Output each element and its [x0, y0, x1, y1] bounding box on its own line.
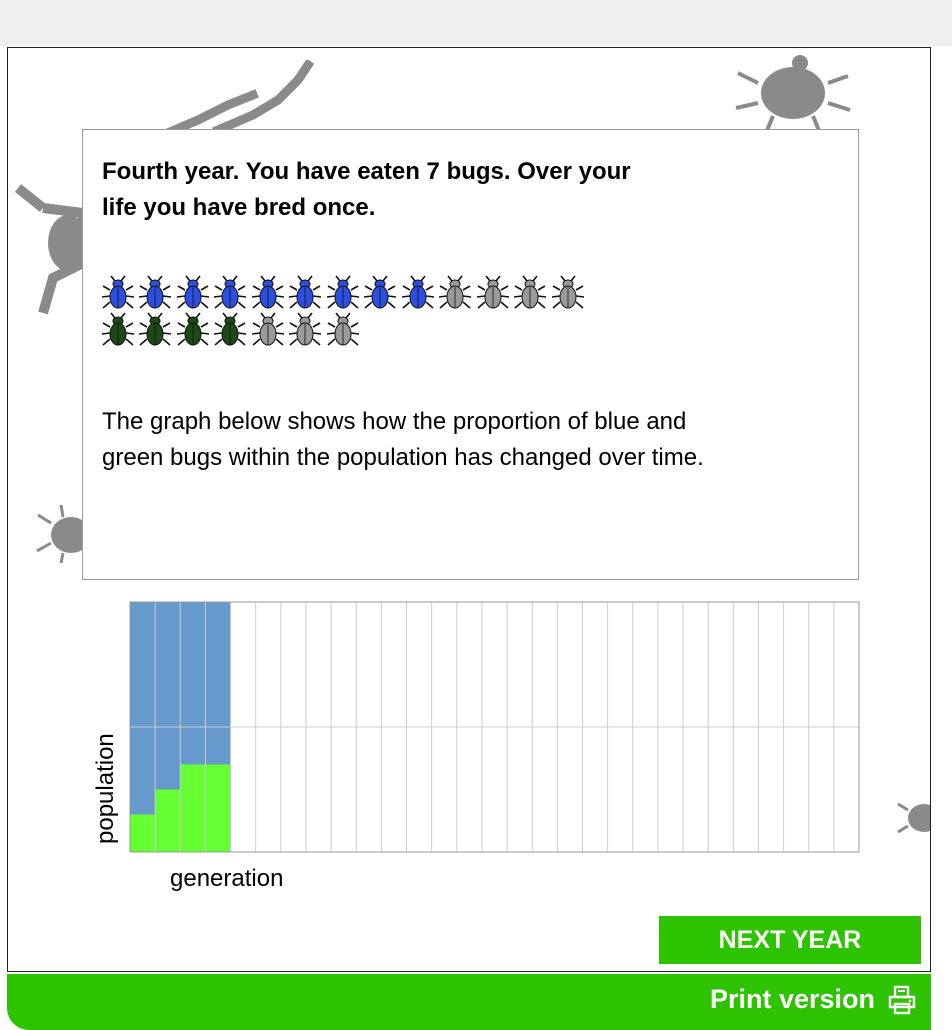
printer-icon: [888, 985, 916, 1014]
eaten-bug-icon: [474, 274, 512, 311]
green-population-bar: [155, 789, 181, 852]
green-bug-icon: [174, 311, 212, 348]
game-frame: Fourth year. You have eaten 7 bugs. Over…: [7, 47, 931, 972]
x-axis-label: generation: [170, 865, 283, 892]
background-bug-icon: [735, 55, 851, 134]
background-bug-icon: [897, 802, 930, 834]
blue-bug-row: [99, 274, 587, 311]
background-bug-icon: [36, 504, 91, 563]
blue-bug-icon: [137, 274, 175, 311]
blue-bug-icon: [212, 274, 250, 311]
eaten-bug-icon: [437, 274, 475, 311]
year-summary-text: Fourth year. You have eaten 7 bugs. Over…: [102, 158, 631, 221]
blue-bug-icon: [399, 274, 437, 311]
eaten-bug-icon: [549, 274, 587, 311]
blue-bug-icon: [362, 274, 400, 311]
background-bug-icon: [158, 60, 315, 140]
blue-bug-icon: [174, 274, 212, 311]
eaten-bug-icon: [324, 311, 362, 348]
next-year-button[interactable]: NEXT YEAR: [659, 916, 921, 964]
population-chart: generation population: [92, 601, 860, 892]
footer-bar: Print version: [7, 974, 931, 1030]
print-version-link[interactable]: Print version: [710, 984, 917, 1015]
green-population-bar: [130, 814, 156, 852]
eaten-bug-icon: [287, 311, 325, 348]
blue-bug-icon: [99, 274, 137, 311]
bug-tally: [99, 274, 587, 348]
eaten-bug-icon: [249, 311, 287, 348]
blue-bug-icon: [287, 274, 325, 311]
green-bug-icon: [137, 311, 175, 348]
chart-border: [129, 601, 860, 853]
green-population-bar: [205, 764, 232, 852]
y-axis-label: population: [92, 733, 119, 844]
green-bug-row: [99, 311, 587, 348]
green-bug-icon: [99, 311, 137, 348]
green-population-bar: [180, 764, 206, 852]
green-bug-icon: [212, 311, 250, 348]
top-strip: [0, 0, 952, 46]
eaten-bug-icon: [512, 274, 550, 311]
graph-description: The graph below shows how the proportion…: [102, 408, 704, 471]
message-panel: Fourth year. You have eaten 7 bugs. Over…: [82, 129, 859, 580]
blue-bug-icon: [249, 274, 287, 311]
print-version-label: Print version: [709, 984, 875, 1014]
blue-bug-icon: [324, 274, 362, 311]
